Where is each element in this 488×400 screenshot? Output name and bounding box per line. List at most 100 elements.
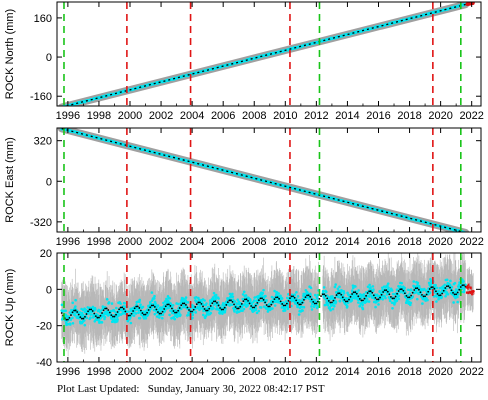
data-point bbox=[123, 301, 126, 305]
trend-point bbox=[127, 314, 130, 317]
data-point bbox=[462, 280, 465, 283]
trend-point bbox=[222, 308, 225, 311]
x-tick-label: 2022 bbox=[459, 366, 483, 378]
x-tick-label: 2008 bbox=[242, 110, 266, 122]
data-point bbox=[191, 313, 195, 317]
y-tick-label: 320 bbox=[34, 136, 52, 148]
data-point bbox=[155, 315, 159, 318]
trend-point bbox=[346, 300, 349, 303]
data-point bbox=[273, 289, 276, 293]
trend-point bbox=[444, 287, 447, 289]
data-point bbox=[400, 281, 403, 285]
trend-point bbox=[439, 294, 442, 297]
data-point bbox=[119, 302, 122, 305]
data-point bbox=[437, 289, 441, 293]
data-point bbox=[261, 291, 265, 295]
x-tick-label: 2020 bbox=[428, 366, 452, 378]
data-point bbox=[387, 286, 390, 290]
data-point bbox=[390, 289, 394, 292]
trend-point bbox=[276, 296, 279, 299]
data-point bbox=[435, 286, 439, 290]
data-point bbox=[142, 317, 146, 320]
trend-point bbox=[351, 293, 353, 295]
x-tick-label: 2016 bbox=[366, 110, 390, 122]
trend-point bbox=[132, 310, 135, 312]
trend-point bbox=[327, 300, 330, 302]
data-point bbox=[146, 313, 150, 316]
data-point bbox=[354, 285, 357, 288]
trend-point bbox=[152, 304, 155, 307]
y-tick-label: 160 bbox=[34, 13, 52, 25]
trend-point bbox=[178, 307, 181, 309]
data-point bbox=[457, 292, 460, 296]
x-tick-label: 1998 bbox=[87, 110, 111, 122]
trend-point bbox=[435, 290, 437, 293]
data-point bbox=[237, 300, 241, 303]
data-point bbox=[110, 302, 114, 305]
data-point bbox=[208, 299, 212, 302]
data-point bbox=[253, 296, 256, 299]
trend-point bbox=[101, 312, 103, 314]
data-point bbox=[162, 301, 165, 305]
trend-point bbox=[289, 297, 291, 300]
trend-point bbox=[211, 302, 214, 305]
trend-point bbox=[188, 309, 190, 311]
panel-1: 1996 1998 2000 2002 2004 2006 2008 2010 2012 2014… bbox=[4, 1, 484, 122]
trend-point bbox=[254, 304, 257, 307]
data-point bbox=[73, 314, 77, 317]
panel-3: 1996 1998 2000 2002 2004 2006 2008 2010 2012 2014… bbox=[4, 248, 484, 378]
trend-point bbox=[138, 307, 141, 309]
trend-point bbox=[248, 302, 251, 305]
trend-point bbox=[124, 310, 127, 313]
recent-point bbox=[471, 2, 475, 5]
data-point bbox=[416, 281, 420, 285]
data-point bbox=[71, 301, 74, 305]
trend-point bbox=[181, 302, 184, 305]
trend-point bbox=[230, 299, 232, 302]
data-point bbox=[286, 306, 290, 310]
data-point bbox=[397, 297, 401, 301]
data-point bbox=[310, 305, 313, 308]
panel-2: 1996 1998 2000 2002 2004 2006 2008 2010 2012 2014… bbox=[4, 127, 484, 248]
x-tick-label: 2008 bbox=[242, 236, 266, 248]
data-point bbox=[166, 299, 170, 303]
trend-point bbox=[110, 314, 113, 317]
trend-point bbox=[425, 293, 428, 296]
trend-point bbox=[136, 305, 139, 308]
data-point bbox=[368, 295, 371, 298]
data-point bbox=[334, 300, 338, 304]
data-point bbox=[168, 313, 171, 317]
trend-point bbox=[174, 311, 176, 314]
data-point bbox=[434, 283, 437, 287]
data-point bbox=[310, 308, 314, 311]
data-point bbox=[369, 286, 372, 289]
data-point bbox=[74, 305, 77, 308]
trend-point bbox=[247, 299, 249, 302]
data-point bbox=[415, 297, 419, 301]
trend-point bbox=[186, 306, 189, 309]
trend-point bbox=[430, 286, 433, 289]
data-point bbox=[127, 310, 130, 313]
data-point bbox=[262, 288, 265, 292]
trend-point bbox=[208, 307, 211, 310]
trend-point bbox=[96, 316, 99, 319]
trend-point bbox=[275, 296, 277, 299]
trend-point bbox=[441, 292, 444, 295]
data-point bbox=[115, 306, 118, 310]
trend-point bbox=[183, 302, 186, 305]
data-point bbox=[421, 302, 424, 305]
data-point bbox=[89, 313, 93, 316]
recent-point bbox=[469, 232, 472, 235]
trend-point bbox=[298, 303, 301, 306]
footer-timestamp: Sunday, January 30, 2022 08:42:17 PST bbox=[147, 383, 325, 395]
data-point bbox=[60, 303, 64, 307]
trend-point bbox=[65, 318, 68, 321]
data-point bbox=[132, 314, 136, 317]
x-tick-label: 2000 bbox=[118, 366, 142, 378]
data-point bbox=[361, 307, 365, 311]
trend-point bbox=[341, 296, 344, 299]
data-point bbox=[293, 293, 297, 297]
trend-point bbox=[130, 312, 133, 315]
trend-point bbox=[195, 303, 198, 306]
trend-point bbox=[250, 305, 253, 307]
